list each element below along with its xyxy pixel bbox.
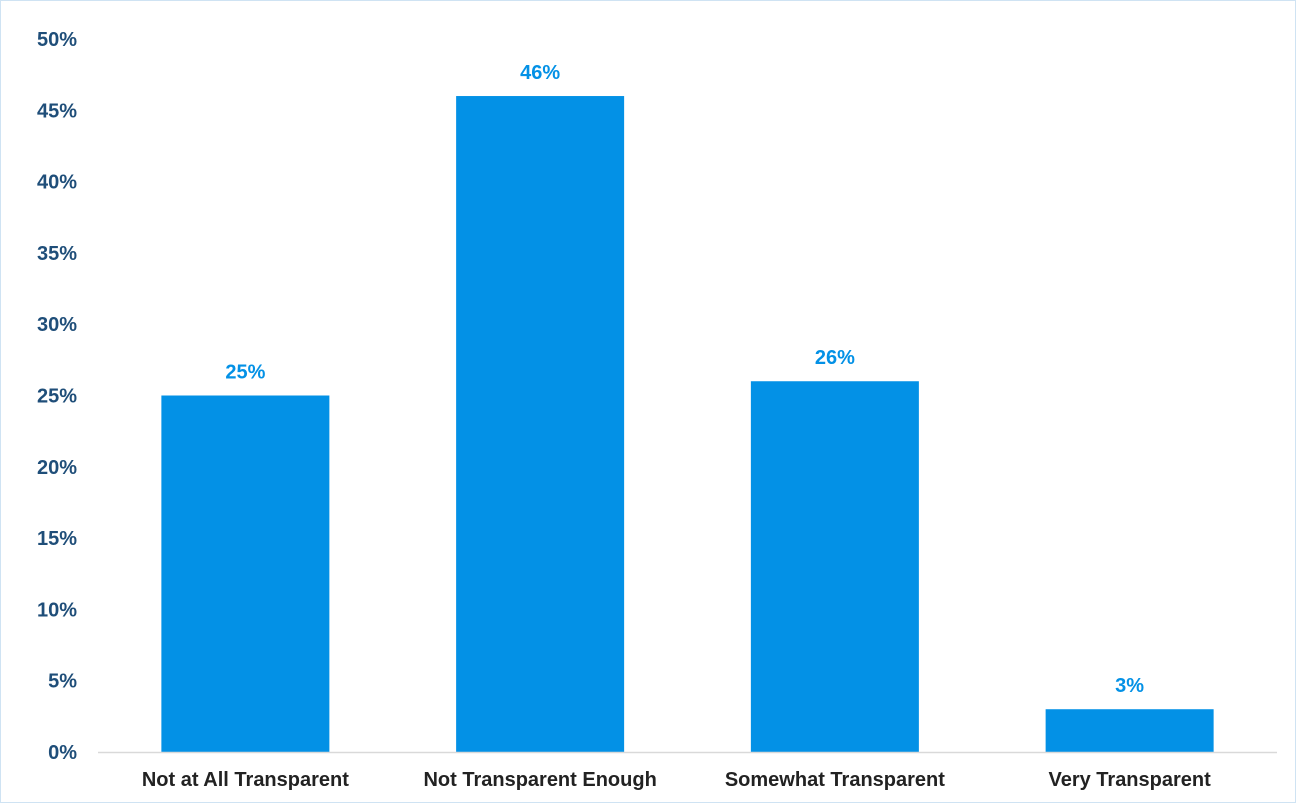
y-tick-label: 40% — [37, 172, 77, 194]
x-category-label: Not at All Transparent — [142, 769, 349, 791]
bar — [1045, 709, 1214, 752]
y-tick-label: 20% — [37, 457, 77, 479]
data-labels: 25% 46% 26% 3% — [225, 62, 1144, 697]
bar — [750, 381, 919, 752]
bars — [161, 96, 1214, 753]
y-axis: 0% 5% 10% 15% 20% 25% 30% 35% 40% 45% 50% — [37, 29, 77, 764]
x-category-label: Not Transparent Enough — [423, 769, 656, 791]
y-tick-label: 0% — [48, 742, 77, 764]
bar-data-label: 25% — [225, 362, 265, 384]
bar-data-label: 26% — [815, 347, 855, 369]
bar — [161, 395, 330, 752]
y-tick-label: 10% — [37, 599, 77, 621]
y-tick-label: 25% — [37, 386, 77, 408]
y-tick-label: 35% — [37, 243, 77, 265]
y-tick-label: 50% — [37, 29, 77, 51]
bar-data-label: 3% — [1115, 675, 1144, 697]
bar — [456, 96, 625, 753]
y-tick-label: 45% — [37, 100, 77, 122]
category-labels: Not at All Transparent Not Transparent En… — [142, 769, 1211, 791]
y-tick-label: 5% — [48, 671, 77, 693]
y-tick-label: 30% — [37, 314, 77, 336]
y-tick-label: 15% — [37, 528, 77, 550]
bar-data-label: 46% — [520, 62, 560, 84]
x-category-label: Very Transparent — [1048, 769, 1211, 791]
x-category-label: Somewhat Transparent — [725, 769, 945, 791]
